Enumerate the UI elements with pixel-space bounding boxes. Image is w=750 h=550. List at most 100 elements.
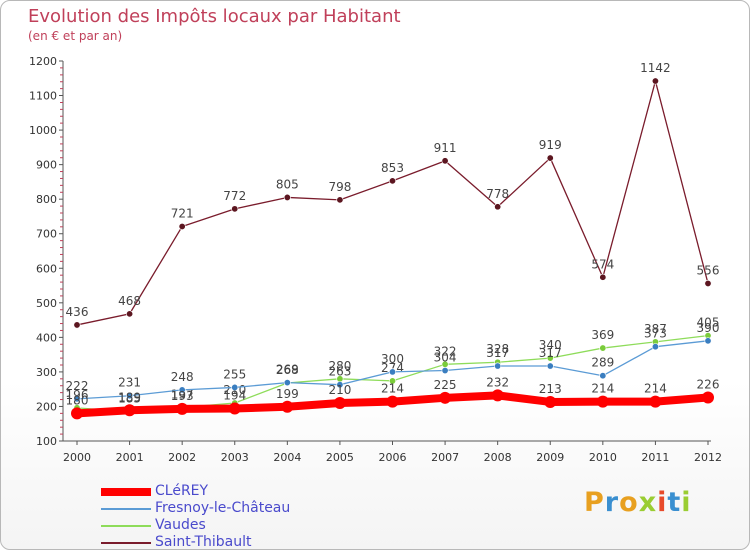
x-tick-label: 2011 [641, 451, 669, 464]
line-chart: 100 200 300 400 500 600 700 800 900 1000 1100 1200 2… [29, 55, 722, 464]
data-label: 231 [118, 376, 141, 390]
x-tick-label: 2005 [326, 451, 354, 464]
data-point [388, 368, 396, 376]
y-tick-label: 600 [36, 262, 57, 275]
x-tick-label: 2003 [221, 451, 249, 464]
legend-label: Vaudes [155, 517, 206, 533]
data-label: 225 [434, 378, 457, 392]
data-label: 304 [434, 351, 457, 365]
data-point [651, 343, 659, 351]
x-tick-label: 2010 [589, 451, 617, 464]
data-point [178, 222, 186, 230]
data-label: 214 [381, 382, 404, 396]
data-label: 340 [539, 338, 562, 352]
data-point [546, 154, 554, 162]
data-label: 369 [591, 328, 614, 342]
data-point [544, 395, 557, 408]
series-line-3 [76, 80, 709, 326]
x-tick-label: 2012 [694, 451, 722, 464]
data-label: 214 [644, 382, 667, 396]
y-tick-label: 900 [36, 159, 57, 172]
data-point [599, 372, 607, 380]
data-point [494, 362, 502, 370]
data-label: 390 [697, 321, 720, 335]
y-tick-label: 700 [36, 228, 57, 241]
data-point [439, 391, 452, 404]
data-label: 328 [486, 342, 509, 356]
x-tick-label: 2001 [116, 451, 144, 464]
legend-swatch [101, 508, 151, 510]
data-label: 280 [328, 359, 351, 373]
data-label: 1142 [640, 61, 671, 75]
data-point [494, 203, 502, 211]
proxiti-logo: Proxiti [584, 487, 692, 518]
data-point [649, 395, 662, 408]
data-point [441, 367, 449, 375]
data-point [73, 321, 81, 329]
data-label: 269 [276, 363, 299, 377]
data-point [228, 402, 241, 415]
legend-swatch [101, 542, 151, 544]
y-tick-label: 1100 [29, 90, 57, 103]
data-label: 193 [171, 389, 194, 403]
data-point [546, 362, 554, 370]
logo-letter: t [667, 487, 682, 518]
data-label: 436 [66, 305, 89, 319]
data-point [599, 273, 607, 281]
data-point [123, 404, 136, 417]
data-label: 226 [697, 377, 720, 391]
data-point [73, 395, 81, 403]
data-label: 574 [591, 257, 614, 271]
data-label: 199 [276, 387, 299, 401]
data-label: 387 [644, 322, 667, 336]
data-label: 373 [644, 327, 667, 341]
data-point [336, 381, 344, 389]
data-label: 468 [118, 294, 141, 308]
data-label: 721 [171, 206, 194, 220]
data-label: 263 [328, 365, 351, 379]
data-point [441, 157, 449, 165]
data-point [388, 377, 396, 385]
data-label: 268 [276, 363, 299, 377]
data-point [71, 407, 83, 420]
data-label: 322 [434, 344, 457, 358]
data-point [281, 400, 294, 413]
data-point [126, 310, 134, 318]
data-label: 210 [328, 383, 351, 397]
data-label: 772 [223, 189, 246, 203]
data-point [126, 392, 134, 400]
data-label: 232 [486, 375, 509, 389]
data-label: 778 [486, 187, 509, 201]
x-tick-label: 2006 [379, 451, 407, 464]
data-point [388, 177, 396, 185]
y-tick-label: 200 [36, 400, 57, 413]
data-label: 213 [539, 382, 562, 396]
data-point [231, 383, 239, 391]
legend-label: Fresnoy-le-Château [155, 500, 291, 516]
data-point [596, 395, 609, 408]
y-tick-label: 500 [36, 297, 57, 310]
data-label: 289 [591, 356, 614, 370]
data-point [491, 389, 504, 402]
logo-letter: i [681, 487, 692, 518]
data-point [702, 391, 714, 404]
data-point [283, 193, 291, 201]
data-label: 911 [434, 141, 457, 155]
logo-letter: r [604, 487, 620, 518]
y-tick-label: 1200 [29, 55, 57, 68]
data-point [283, 379, 291, 387]
data-label: 194 [223, 389, 246, 403]
legend-label: CLéREY [155, 483, 209, 499]
logo-letter: i [657, 487, 668, 518]
data-label: 405 [697, 316, 720, 330]
data-point [178, 386, 186, 394]
chart-title: Evolution des Impôts locaux par Habitant [28, 6, 401, 27]
data-label: 300 [381, 352, 404, 366]
data-point [386, 395, 399, 408]
data-label: 556 [697, 263, 720, 277]
chart-subtitle: (en € et par an) [28, 29, 123, 43]
data-point [176, 402, 189, 415]
x-tick-label: 2009 [536, 451, 564, 464]
y-tick-label: 400 [36, 331, 57, 344]
